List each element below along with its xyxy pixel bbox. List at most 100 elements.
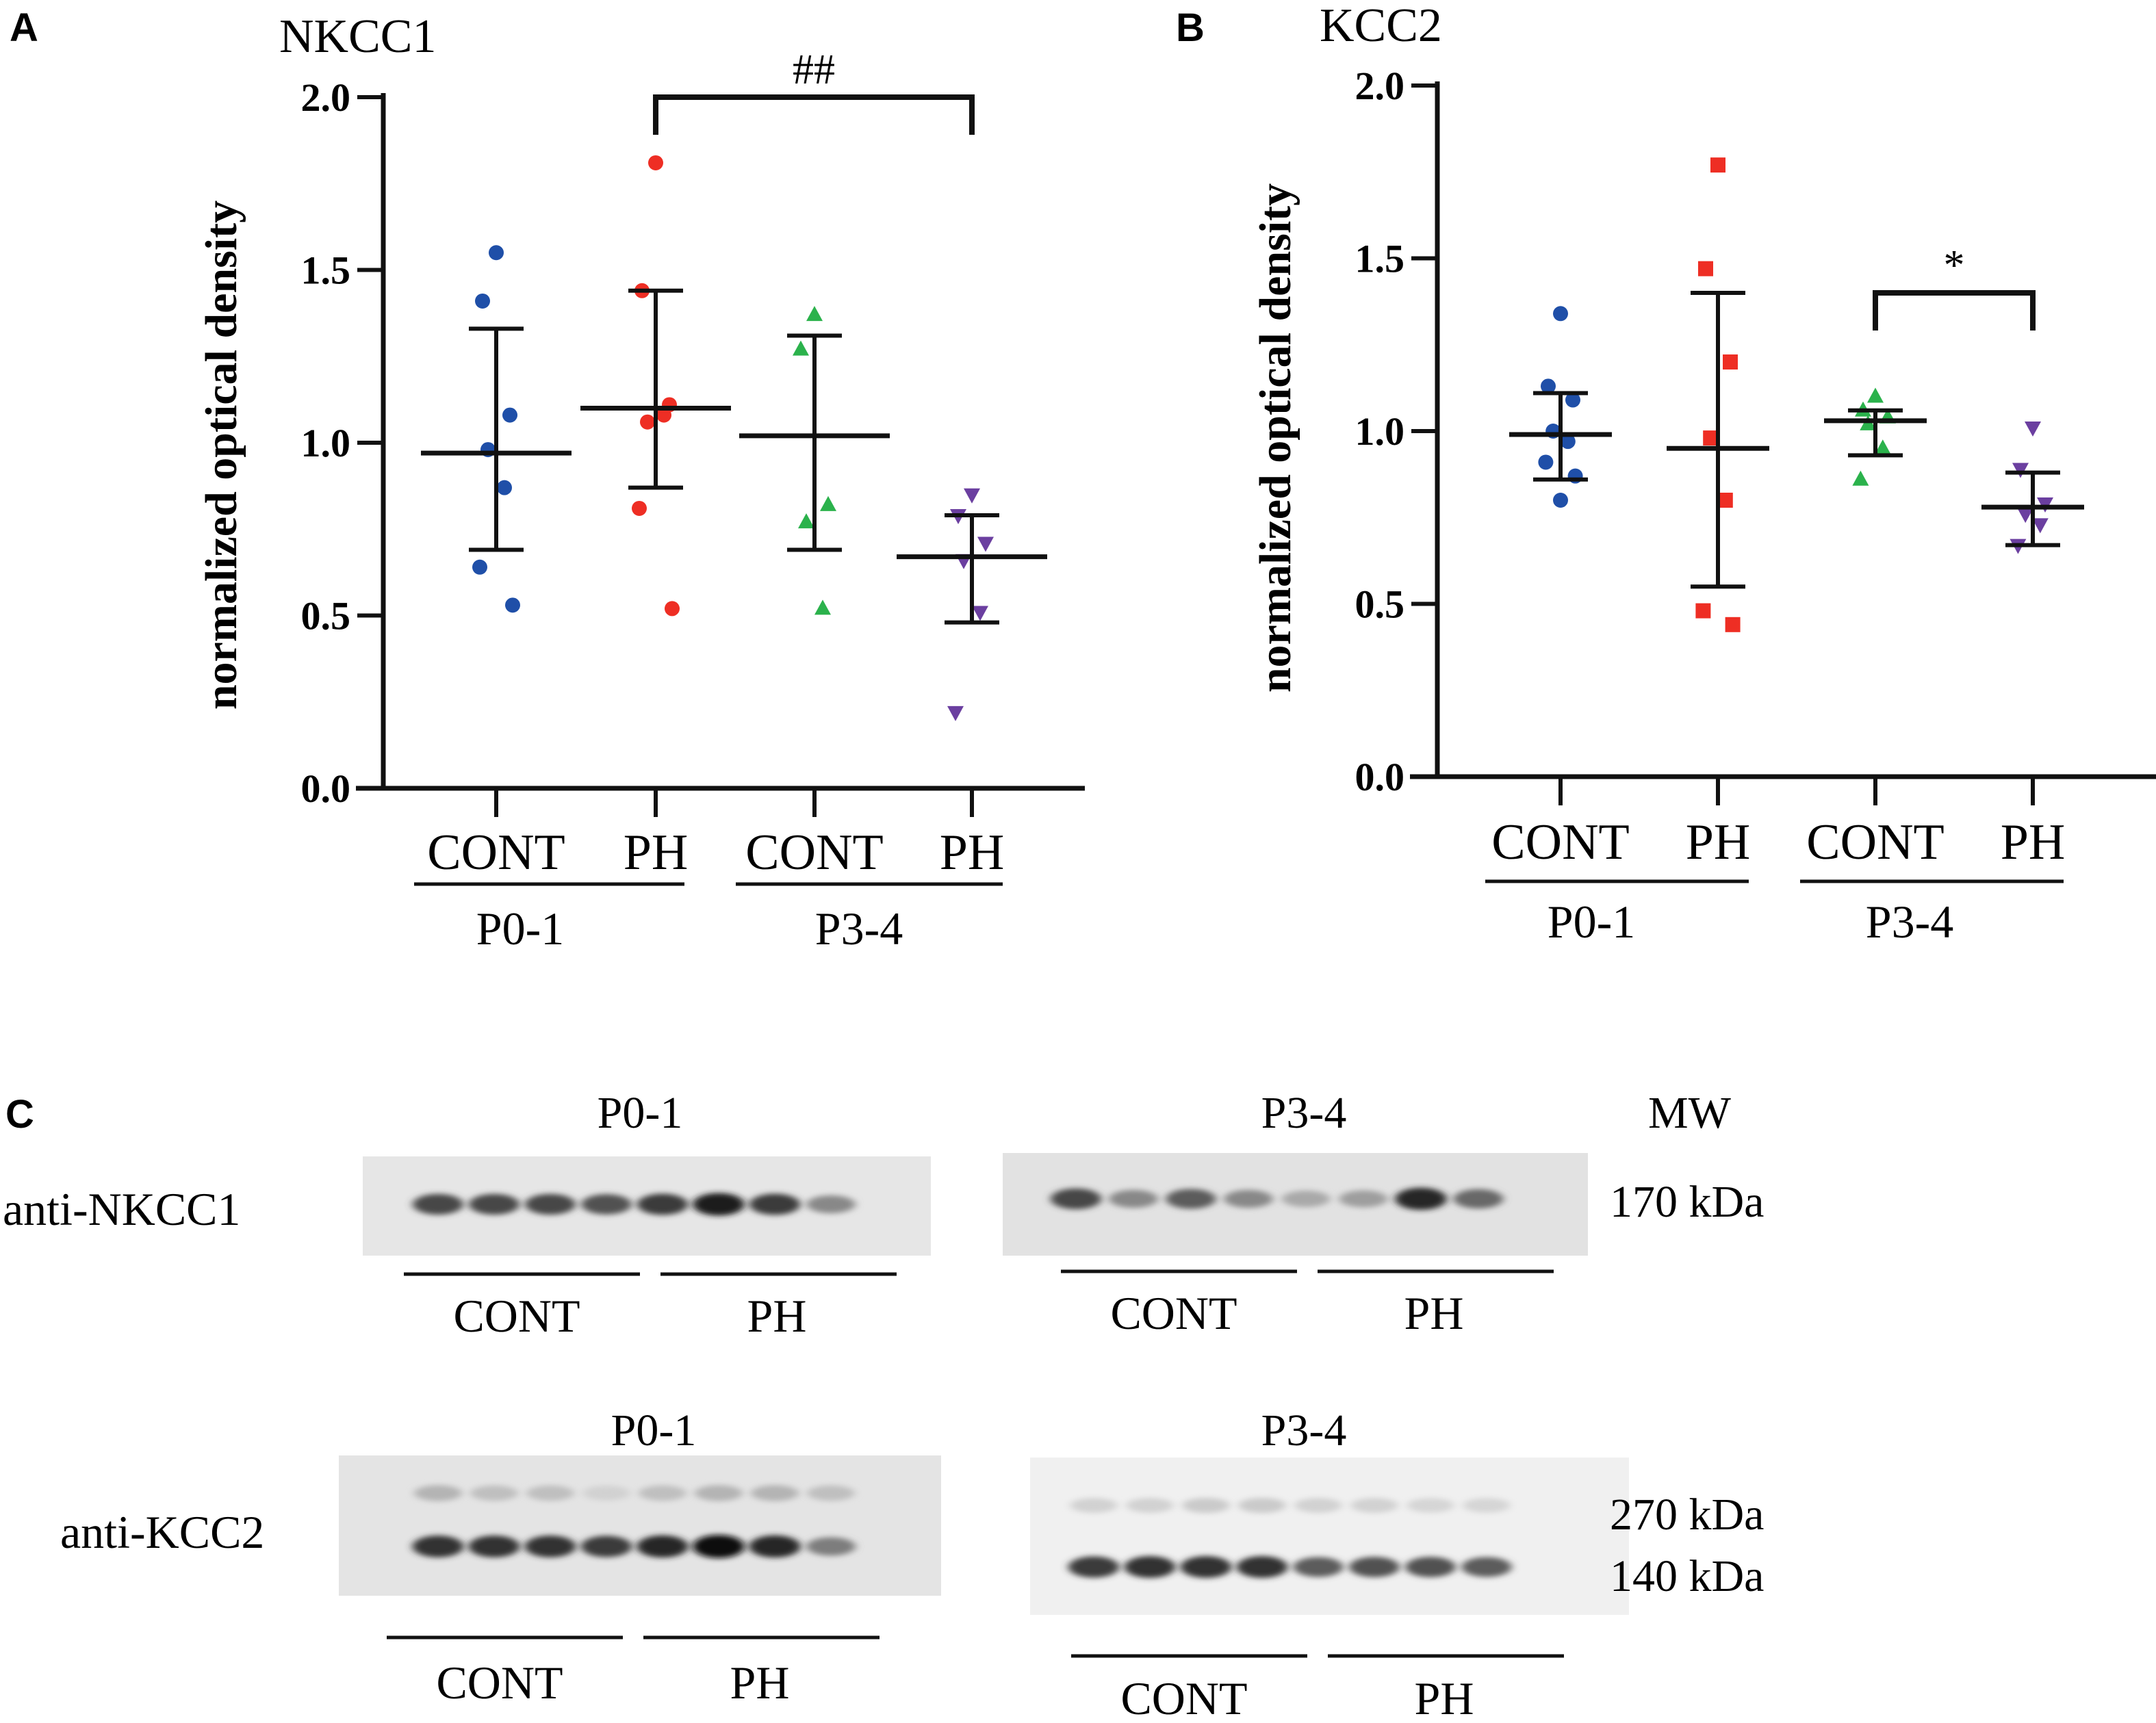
panel-c-letter: C (5, 1092, 34, 1137)
blot-nkcc1-p34-ph-label: PH (1404, 1287, 1464, 1339)
panel-b-significance-bracket (1873, 290, 2036, 331)
panel-a-y-tick-label: 2.0 (301, 75, 351, 120)
panel-a-title: NKCC1 (279, 10, 436, 63)
blot-band (581, 1194, 632, 1215)
blot-band (1349, 1557, 1400, 1577)
panel-b-group-label: PH (1686, 814, 1751, 870)
panel-b-y-tick-label: 2.0 (1355, 64, 1405, 108)
blot-band (1051, 1188, 1101, 1210)
panel-b-point (1710, 157, 1725, 173)
panel-a-point (505, 597, 520, 613)
blot-nkcc1-p01-ph-label: PH (747, 1290, 807, 1342)
blot-kcc2-p34 (1030, 1458, 1629, 1615)
panel-a-point (814, 599, 831, 615)
blot-band (470, 1485, 518, 1501)
blot-nkcc1-p01-age: P0-1 (598, 1088, 683, 1138)
blot-band (469, 1193, 519, 1215)
blot-band (1070, 1498, 1118, 1513)
blot-band (468, 1536, 520, 1557)
blot-band (582, 1486, 630, 1501)
blot-band (1281, 1190, 1331, 1208)
blot-band (1405, 1557, 1456, 1577)
panel-a-y-tick-label: 1.5 (301, 248, 351, 293)
mw-header: MW (1648, 1088, 1732, 1138)
blot-band (1293, 1557, 1344, 1577)
panel-a-point (972, 606, 988, 621)
panel-b-point (1852, 470, 1869, 486)
blot-band (413, 1193, 463, 1215)
panel-b-point (1541, 378, 1556, 394)
panel-b-point (1867, 387, 1884, 403)
panel-a-significance-label: ## (793, 47, 835, 93)
mw-kcc2-140: 140 kDa (1610, 1551, 1764, 1601)
panel-b-point (1553, 493, 1568, 508)
blot-band (807, 1485, 855, 1501)
blot-band (1294, 1498, 1342, 1513)
blot-band (1453, 1189, 1504, 1209)
panel-b-group-label: CONT (1491, 814, 1629, 870)
panel-a-point (806, 306, 823, 322)
blot-band (1124, 1556, 1176, 1578)
blot-kcc2-p34-ph-label: PH (1415, 1672, 1474, 1723)
panel-b-point (1723, 354, 1738, 370)
blot-kcc2-p34-age: P3-4 (1261, 1405, 1347, 1455)
panel-b-plot: 0.0 0.5 1.0 1.5 2.0 CONT PH CONT PH P0-1 P3-4 * (1355, 64, 2156, 948)
antibody-label-kcc2: anti-KCC2 (60, 1506, 264, 1558)
blot-band (1068, 1556, 1120, 1578)
panel-a-point (497, 480, 512, 495)
blot-band (695, 1485, 743, 1501)
blot-band (637, 1193, 689, 1215)
blot-nkcc1-p34 (1003, 1153, 1588, 1256)
blot-nkcc1-p01-cont-label: CONT (453, 1290, 580, 1342)
panel-b-y-axis-label: normalized optical density (1250, 183, 1300, 692)
panel-b-point (1538, 454, 1554, 470)
panel-b-point (2025, 421, 2041, 437)
blot-band (1238, 1497, 1286, 1514)
panel-b-age-label: P3-4 (1866, 896, 1953, 948)
blot-band (1463, 1498, 1511, 1513)
panel-a-point (648, 155, 663, 170)
blot-band (1236, 1556, 1288, 1578)
blot-kcc2-p01-ph-label: PH (730, 1657, 790, 1709)
panel-a-point (977, 536, 994, 552)
blot-band (637, 1535, 689, 1558)
blot-band (1224, 1189, 1273, 1208)
panel-a-group-label: PH (940, 825, 1005, 881)
panel-b-group-label: CONT (1806, 814, 1944, 870)
blot-band (1166, 1189, 1216, 1209)
panel-a-age-label: P0-1 (476, 903, 564, 955)
panel-a-point (640, 414, 655, 430)
panel-a-point (656, 407, 671, 423)
panel-b-y-tick-label: 0.5 (1355, 582, 1405, 627)
panel-a-letter: A (10, 5, 38, 50)
panel-c: C MW anti-NKCC1 P0-1 P3-4 CONT PH CONT P… (3, 1088, 1764, 1723)
blot-band (1407, 1498, 1454, 1513)
panel-b-point (1553, 306, 1568, 322)
panel-a: A NKCC1 normalized optical density 0.00.… (10, 5, 1085, 955)
blot-nkcc1-p01 (363, 1156, 931, 1256)
blot-band (639, 1485, 686, 1501)
blot-band (806, 1195, 856, 1214)
panel-a-point (489, 245, 504, 261)
panel-b-point (1703, 430, 1719, 446)
panel-a-group-label: CONT (427, 825, 565, 881)
blot-kcc2-p01-age: P0-1 (611, 1405, 697, 1455)
blot-band (524, 1536, 576, 1557)
mw-kcc2-270: 270 kDa (1610, 1490, 1764, 1540)
panel-b-point (1560, 434, 1576, 450)
blot-background (339, 1455, 941, 1596)
antibody-label-nkcc1: anti-NKCC1 (3, 1183, 241, 1235)
panel-a-age-label: P3-4 (815, 903, 903, 955)
panel-b-letter: B (1176, 5, 1205, 50)
blot-band (806, 1537, 856, 1556)
panel-b: B KCC2 normalized optical density 0.0 0.5… (1176, 0, 2156, 948)
panel-b-significance-label: * (1944, 242, 1965, 289)
panel-a-group-label: CONT (745, 825, 883, 881)
blot-band (1182, 1497, 1230, 1514)
panel-a-point (820, 495, 836, 511)
panel-b-point (1874, 439, 1891, 455)
panel-b-point (2017, 508, 2034, 523)
panel-b-group-label: PH (2001, 814, 2066, 870)
panel-a-group-label: PH (624, 825, 689, 881)
panel-a-y-tick-label: 0.5 (301, 594, 351, 638)
